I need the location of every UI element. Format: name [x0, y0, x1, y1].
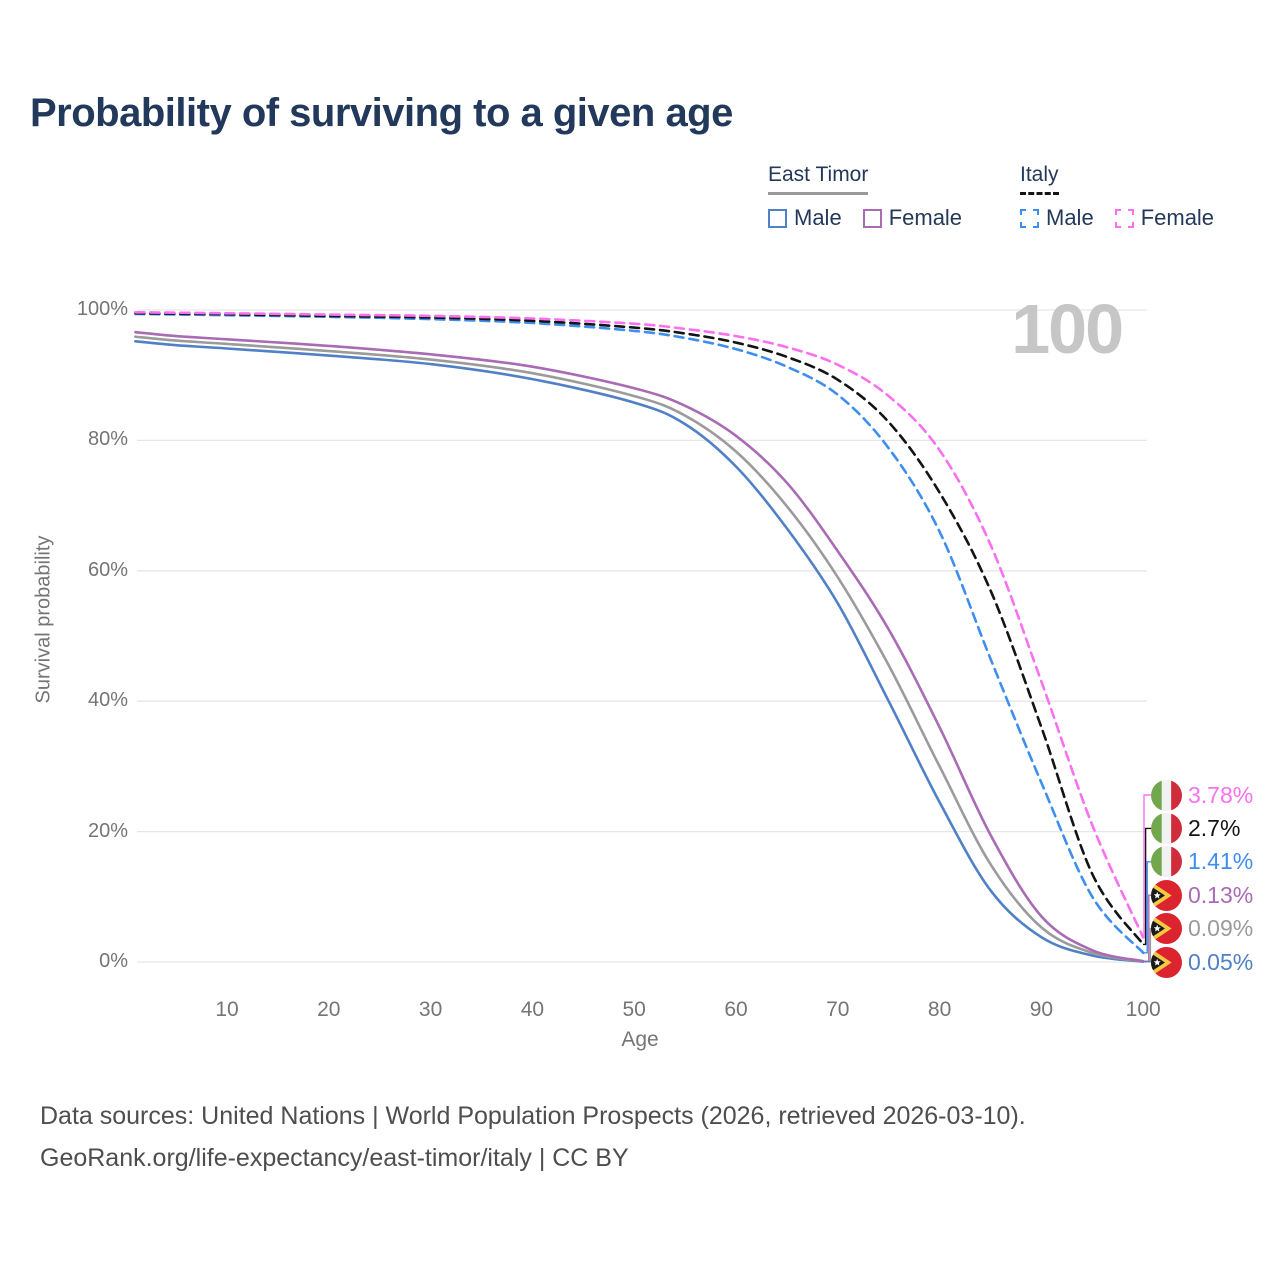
legend-item-label: Male: [794, 205, 842, 230]
x-tick-label: 60: [724, 998, 748, 1021]
x-tick-label: 80: [927, 998, 952, 1021]
legend-group-title-italy: Italy: [1020, 163, 1059, 195]
data-sources-note: Data sources: United Nations | World Pop…: [40, 1095, 1026, 1179]
end-label-connector-east-timor-both: [1143, 927, 1152, 963]
curve-italy-female[interactable]: [134, 310, 1145, 939]
east-timor-flag-icon: [1151, 913, 1182, 945]
page-title: Probability of surviving to a given age: [30, 91, 733, 135]
y-tick-label: 40%: [87, 689, 128, 712]
legend-swatch-italy-male-icon: [1020, 208, 1039, 228]
legend-item-label: Female: [1140, 205, 1215, 230]
x-tick-label: 70: [826, 998, 850, 1021]
end-label-italy-both: 2.7%: [1151, 812, 1241, 844]
legend-item-east-timor-male[interactable]: Male: [768, 205, 842, 231]
y-tick-label: 100%: [76, 298, 128, 320]
x-tick-label: 20: [317, 998, 341, 1021]
curve-east-timor-male[interactable]: [134, 339, 1145, 963]
y-axis-title: Survival probability: [32, 535, 55, 704]
end-label-connector-italy-male: [1143, 861, 1151, 954]
end-label-italy-female: 3.78%: [1151, 779, 1254, 811]
curve-italy-both[interactable]: [134, 311, 1145, 946]
y-tick-label: 80%: [87, 428, 128, 451]
x-tick-label: 90: [1029, 998, 1054, 1021]
curve-east-timor-female[interactable]: [134, 330, 1145, 963]
legend-item-east-timor-female[interactable]: Female: [862, 205, 963, 231]
data-sources-line1: Data sources: United Nations | World Pop…: [40, 1102, 1026, 1130]
end-label-italy-male: 1.41%: [1151, 846, 1254, 878]
legend-group-title-east-timor: East Timor: [768, 163, 869, 195]
curve-east-timor-both[interactable]: [134, 335, 1145, 963]
end-label-east-timor-male: 0.05%: [1151, 946, 1254, 978]
end-label-value: 1.41%: [1188, 848, 1254, 875]
italy-flag-icon: [1151, 812, 1182, 844]
x-tick-label: 100: [1125, 998, 1161, 1021]
east-timor-flag-icon: [1151, 879, 1182, 911]
x-tick-label: 50: [622, 998, 646, 1021]
end-label-east-timor-female: 0.13%: [1151, 879, 1254, 911]
x-axis-title: Age: [621, 1028, 659, 1051]
legend-swatch-east-timor-male-icon: [768, 208, 787, 228]
y-tick-label: 0%: [99, 950, 128, 972]
x-tick-label: 30: [418, 998, 443, 1021]
end-label-east-timor-both: 0.09%: [1151, 913, 1254, 945]
x-tick-label: 40: [520, 998, 545, 1021]
italy-flag-icon: [1151, 779, 1182, 811]
east-timor-flag-icon: [1151, 946, 1182, 978]
legend-item-label: Male: [1046, 205, 1094, 230]
end-label-connector-east-timor-female: [1143, 894, 1151, 962]
x-tick-label: 10: [215, 998, 239, 1021]
end-label-connector-italy-both: [1143, 827, 1151, 946]
legend-group-italy: Male Female: [1020, 205, 1214, 231]
italy-flag-icon: [1151, 846, 1182, 878]
legend-swatch-east-timor-female-icon: [862, 208, 882, 228]
y-tick-label: 20%: [87, 819, 128, 842]
end-label-value: 2.7%: [1188, 814, 1241, 841]
legend-item-italy-male[interactable]: Male: [1020, 205, 1094, 231]
y-tick-label: 60%: [87, 558, 128, 581]
legend-swatch-italy-female-icon: [1114, 208, 1134, 228]
age-watermark: 100: [1011, 290, 1124, 368]
end-label-connector-italy-female: [1143, 794, 1151, 939]
end-label-value: 3.78%: [1188, 781, 1254, 808]
curve-italy-male[interactable]: [134, 312, 1145, 955]
end-label-value: 0.09%: [1188, 915, 1254, 942]
end-label-value: 0.05%: [1188, 948, 1254, 975]
end-label-value: 0.13%: [1188, 881, 1254, 908]
data-sources-line2: GeoRank.org/life-expectancy/east-timor/i…: [40, 1144, 629, 1172]
legend-item-label: Female: [888, 205, 963, 230]
legend-item-italy-female[interactable]: Female: [1114, 205, 1215, 231]
legend-group-east-timor: Male Female: [768, 205, 962, 231]
